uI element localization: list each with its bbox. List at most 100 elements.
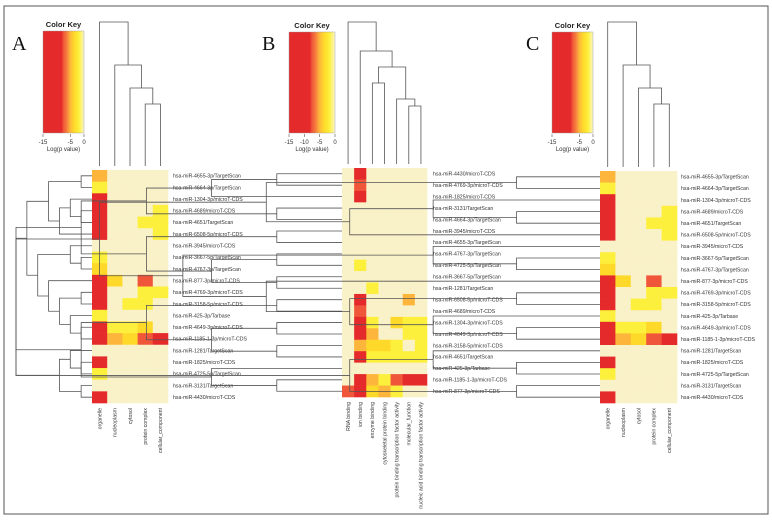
dendrogram-branch <box>129 87 154 166</box>
heatmap-cell <box>366 305 379 318</box>
heatmap-cell <box>378 259 391 272</box>
heatmap-cell <box>630 368 647 381</box>
heatmap-cell <box>414 213 428 226</box>
heatmap-cell <box>354 374 367 386</box>
dendrogram-branch <box>80 256 92 270</box>
heatmap-cell <box>646 263 662 276</box>
row-dendrogram <box>15 176 600 398</box>
heatmap-cell <box>122 344 138 357</box>
heatmap-cell <box>107 239 123 252</box>
row-label: hsa-miR-1281/TargetScan <box>433 286 493 292</box>
heatmap-cell <box>92 379 108 392</box>
row-label: hsa-miR-4651/TargetScan <box>433 355 493 361</box>
heatmap-cell <box>600 194 616 207</box>
row-label: hsa-miR-3158-5p/microT-CDS <box>173 302 243 308</box>
heatmap-cell <box>122 379 138 392</box>
color-key-tick-label: 0 <box>591 140 595 146</box>
row-label: hsa-miR-1185-1-3p/microT-CDS <box>433 378 508 384</box>
column-label: cytoskeletal protein binding <box>382 402 388 465</box>
dendrogram-branch <box>622 64 651 167</box>
heatmap-cell <box>646 205 662 218</box>
heatmap-cell <box>107 274 123 287</box>
dendrogram-branch <box>15 238 350 376</box>
heatmap-cell <box>342 271 355 283</box>
heatmap-cell <box>615 171 632 183</box>
dendrogram-branch <box>114 64 142 166</box>
heatmap-cell <box>122 239 138 252</box>
heatmap-cell <box>402 374 416 386</box>
row-label: hsa-miR-1304-3p/microT-CDS <box>173 197 243 203</box>
heatmap-cell <box>107 216 123 229</box>
heatmap-cell <box>107 286 123 299</box>
heatmap-cell <box>122 391 138 404</box>
heatmap-cell <box>378 202 391 215</box>
heatmap-cell <box>152 344 169 357</box>
heatmap-cell <box>646 229 662 241</box>
heatmap-cell <box>646 275 662 288</box>
heatmap-cell <box>402 305 416 318</box>
row-label: hsa-miR-4767-3p/TargetScan <box>681 267 749 273</box>
heatmap-cell <box>366 236 379 249</box>
column-label: enzyme binding <box>370 402 376 438</box>
row-label: hsa-miR-4651/TargetScan <box>681 221 741 227</box>
heatmap-cell <box>390 271 404 283</box>
color-key: Color Key -15 -10 -5 0 Log(p value) <box>285 21 338 153</box>
heatmap-cell <box>630 298 647 311</box>
heatmap-cell <box>354 316 367 329</box>
heatmap-cell <box>402 282 416 295</box>
heatmap-cell <box>661 391 678 404</box>
heatmap-cell <box>366 213 379 226</box>
heatmap-cell <box>107 368 123 380</box>
heatmap-cell <box>615 229 632 241</box>
heatmap-cell <box>600 368 616 381</box>
color-key-tick-label: -5 <box>577 140 583 146</box>
heatmap-cell <box>414 190 428 203</box>
dendrogram-branch <box>359 50 393 164</box>
heatmap-cell <box>630 252 647 265</box>
heatmap-cell <box>378 339 391 352</box>
heatmap-cell <box>366 282 379 295</box>
dendrogram-branch <box>265 182 517 223</box>
heatmap-cell <box>390 225 404 237</box>
heatmap-cell <box>630 345 647 357</box>
heatmap-cell <box>122 181 138 194</box>
dendrogram-branch <box>48 280 92 312</box>
heatmap-cell <box>600 229 616 241</box>
heatmap-cell <box>414 259 428 272</box>
dendrogram-branch <box>516 385 600 398</box>
heatmap-cell <box>152 309 169 322</box>
row-label: hsa-miR-1185-1-3p/microT-CDS <box>681 337 756 343</box>
heatmap-cell <box>646 298 662 311</box>
row-label: hsa-miR-1281/TargetScan <box>681 349 741 355</box>
heatmap-cell <box>402 351 416 363</box>
panel-letter: B <box>262 33 275 55</box>
heatmap-cell <box>366 271 379 283</box>
heatmap-cell <box>402 179 416 192</box>
heatmap-cell <box>402 339 416 352</box>
column-label: organelle <box>606 408 612 429</box>
heatmap-cell <box>137 170 154 182</box>
heatmap-cell <box>137 286 154 299</box>
row-label: hsa-miR-3667-5p/TargetScan <box>173 255 241 261</box>
row-label: hsa-miR-4725-5p/TargetScan <box>681 372 749 378</box>
heatmap-cell <box>615 217 632 230</box>
heatmap-cell <box>402 190 416 203</box>
heatmap-cell <box>661 333 678 346</box>
row-label: hsa-miR-4767-3p/TargetScan <box>173 267 241 273</box>
row-dendrogram <box>15 173 342 392</box>
heatmap-cell <box>600 333 616 346</box>
heatmap-cell <box>378 179 391 192</box>
heatmap-cell <box>342 385 355 398</box>
row-label: hsa-miR-4769-3p/microT-CDS <box>433 183 503 189</box>
heatmap-cell <box>152 368 169 380</box>
heatmap-cell <box>354 236 367 249</box>
heatmap-cell <box>390 190 404 203</box>
color-key-gradient <box>551 31 594 134</box>
heatmap-cell <box>354 351 367 363</box>
heatmap-cell <box>152 181 169 194</box>
heatmap-cell <box>402 213 416 226</box>
heatmap-cell <box>137 391 154 404</box>
heatmap-cell <box>354 293 367 306</box>
